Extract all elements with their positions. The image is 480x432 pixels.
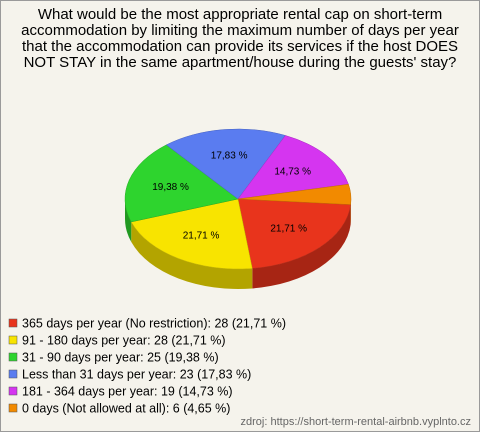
legend-swatch xyxy=(8,335,18,345)
pie-slice xyxy=(237,198,351,269)
source: zdroj: https://short-term-rental-airbnb.… xyxy=(241,416,471,428)
pie-slice xyxy=(237,135,349,200)
pie-slice xyxy=(165,128,286,200)
legend-swatch xyxy=(8,318,18,328)
slice-label: 19,38 % xyxy=(152,182,189,193)
legend-entry: 31 - 90 days per year: 25 (19,38 %) xyxy=(22,350,219,364)
pie-slice xyxy=(237,183,352,205)
slice-label: 21,71 % xyxy=(270,224,307,235)
legend-swatch xyxy=(8,352,18,362)
pie-slice-side xyxy=(252,204,351,289)
pie-slice-side xyxy=(131,221,253,289)
pie-slice-side xyxy=(125,199,132,242)
pie-slice xyxy=(124,144,239,223)
legend-swatch xyxy=(8,403,18,413)
pie-slice xyxy=(130,198,253,270)
legend-entry: 0 days (Not allowed at all): 6 (4,65 %) xyxy=(22,401,230,415)
slice-label: 21,71 % xyxy=(183,231,220,242)
legend-entry: Less than 31 days per year: 23 (17,83 %) xyxy=(22,367,251,381)
slice-label: 14,73 % xyxy=(274,167,311,178)
legend-swatch xyxy=(8,369,18,379)
legend-entry: 91 - 180 days per year: 28 (21,71 %) xyxy=(22,333,226,347)
legend-entry: 181 - 364 days per year: 19 (14,73 %) xyxy=(22,384,233,398)
legend-swatch xyxy=(8,386,18,396)
slice-label: 17,83 % xyxy=(211,151,248,162)
chart-title: What would be the most appropriate renta… xyxy=(21,6,459,71)
legend-entry: 365 days per year (No restriction): 28 (… xyxy=(22,316,286,330)
